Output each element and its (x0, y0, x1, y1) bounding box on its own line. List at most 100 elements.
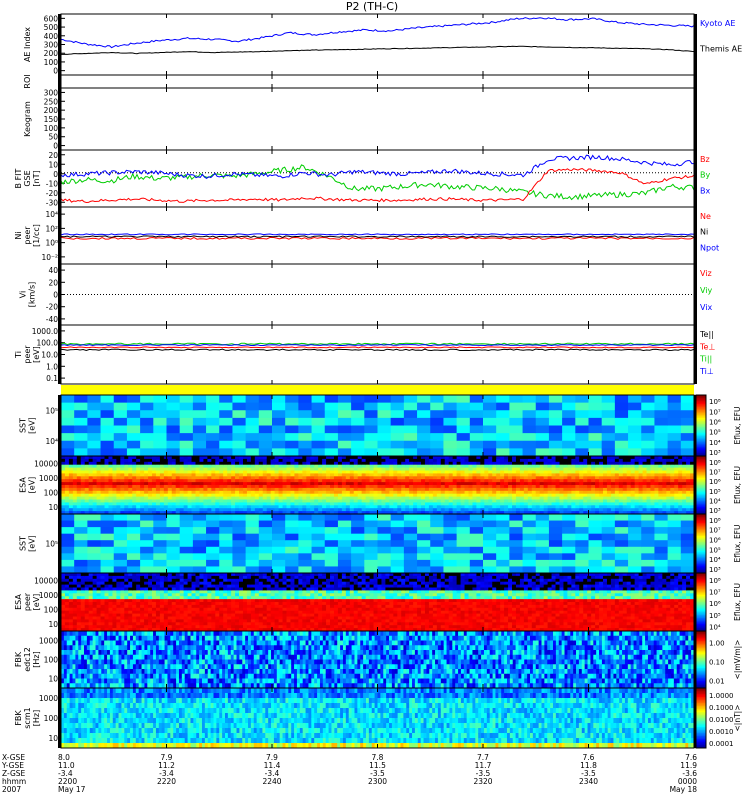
spectrogram-cell (259, 465, 263, 468)
spectrogram-cell (623, 488, 627, 491)
spectrogram-cell (549, 547, 563, 554)
spectrogram-cell (492, 459, 496, 462)
spectrogram-cell (524, 476, 528, 479)
spectrogram-cell (271, 485, 275, 488)
spectrogram-cell (124, 582, 128, 585)
spectrogram-cell (619, 462, 623, 465)
spectrogram-cell (298, 448, 312, 456)
spectrogram-cell (132, 596, 136, 599)
spectrogram-cell (152, 585, 156, 588)
spectrogram-cell (532, 502, 536, 505)
spectrogram-cell (397, 494, 401, 497)
y-tick-label: 20 (48, 278, 58, 287)
spectrogram-cell (650, 500, 654, 503)
spectrogram-cell (235, 497, 239, 500)
spectrogram-cell (430, 566, 444, 573)
spectrogram-cell (350, 491, 354, 494)
spectrogram-cell (114, 426, 128, 434)
spectrogram-cell (627, 500, 631, 503)
spectrogram-cell (457, 418, 471, 426)
spectrogram-cell (231, 482, 235, 485)
spectrogram-cell (453, 500, 457, 503)
spectrogram-cell (504, 459, 508, 462)
spectrogram-cell (615, 540, 629, 547)
spectrogram-cell (128, 456, 132, 459)
spectrogram-cell (148, 619, 152, 622)
spectrogram-cell (101, 505, 105, 508)
spectrogram-cell (338, 547, 352, 554)
spectrogram-cell (259, 462, 263, 465)
spectrogram-cell (74, 566, 88, 573)
spectrogram-cell (468, 500, 472, 503)
spectrogram-cell (61, 547, 75, 554)
spectrogram-cell (405, 459, 409, 462)
spectrogram-cell (325, 553, 339, 560)
spectrogram-cell (350, 508, 354, 511)
spectrogram-cell (89, 573, 93, 576)
spectrogram-cell (136, 602, 140, 605)
panel-ylabel: Ni (14, 231, 23, 239)
spectrogram-cell (160, 459, 164, 462)
spectrogram-cell (421, 473, 425, 476)
spectrogram-cell (666, 479, 670, 482)
spectrogram-cell (425, 456, 429, 459)
panel-left-bar (58, 264, 61, 325)
spectrogram-cell (294, 497, 298, 500)
spectrogram-cell (595, 488, 599, 491)
spectrogram-cell (196, 456, 200, 459)
spectrogram-cell (536, 514, 550, 521)
spectrogram-cell (148, 625, 152, 628)
spectrogram-cell (453, 462, 457, 465)
spectrogram-cell (108, 588, 112, 591)
panel-left-bar (58, 514, 61, 573)
spectrogram-cell (631, 494, 635, 497)
spectrogram-cell (430, 395, 444, 403)
spectrogram-cell (168, 611, 172, 614)
spectrogram-cell (401, 468, 405, 471)
spectrogram-cell (575, 527, 589, 534)
spectrogram-cell (116, 488, 120, 491)
spectrogram-cell (374, 502, 378, 505)
spectrogram-cell (180, 585, 184, 588)
spectrogram-cell (611, 471, 615, 474)
spectrogram-cell (523, 553, 537, 560)
spectrogram-cell (350, 471, 354, 474)
spectrogram-cell (180, 494, 184, 497)
spectrogram-cell (294, 502, 298, 505)
spectrogram-cell (87, 410, 101, 418)
spectrogram-cell (548, 508, 552, 511)
spectrogram-cell (243, 488, 247, 491)
spectrogram-cell (283, 462, 287, 465)
spectrogram-cell (180, 497, 184, 500)
spectrogram-cell (575, 488, 579, 491)
spectrogram-cell (267, 494, 271, 497)
spectrogram-cell (437, 473, 441, 476)
spectrogram-cell (607, 508, 611, 511)
spectrogram-cell (549, 441, 563, 449)
spectrogram-cell (413, 500, 417, 503)
spectrogram-cell (556, 456, 560, 459)
spectrogram-cell (666, 488, 670, 491)
spectrogram-cell (623, 497, 627, 500)
spectrogram-cell (483, 527, 497, 534)
spectrogram-cell (449, 479, 453, 482)
spectrogram-cell (441, 482, 445, 485)
spectrogram-cell (682, 505, 686, 508)
spectrogram-cell (176, 573, 180, 576)
spectrogram-cell (599, 471, 603, 474)
spectrogram-cell (196, 473, 200, 476)
panel-ylabel: [eV] (28, 477, 37, 494)
spectrogram-cell (523, 540, 537, 547)
spectrogram-cell (465, 471, 469, 474)
spectrogram-cell (116, 599, 120, 602)
spectrogram-cell (682, 456, 686, 459)
spectrogram-cell (668, 403, 682, 411)
spectrogram-cell (496, 505, 500, 508)
spectrogram-cell (480, 494, 484, 497)
spectrogram-cell (338, 403, 352, 411)
spectrogram-cell (658, 494, 662, 497)
spectrogram-cell (389, 497, 393, 500)
spectrogram-cell (132, 605, 136, 608)
spectrogram-cell (156, 625, 160, 628)
spectrogram-cell (468, 508, 472, 511)
